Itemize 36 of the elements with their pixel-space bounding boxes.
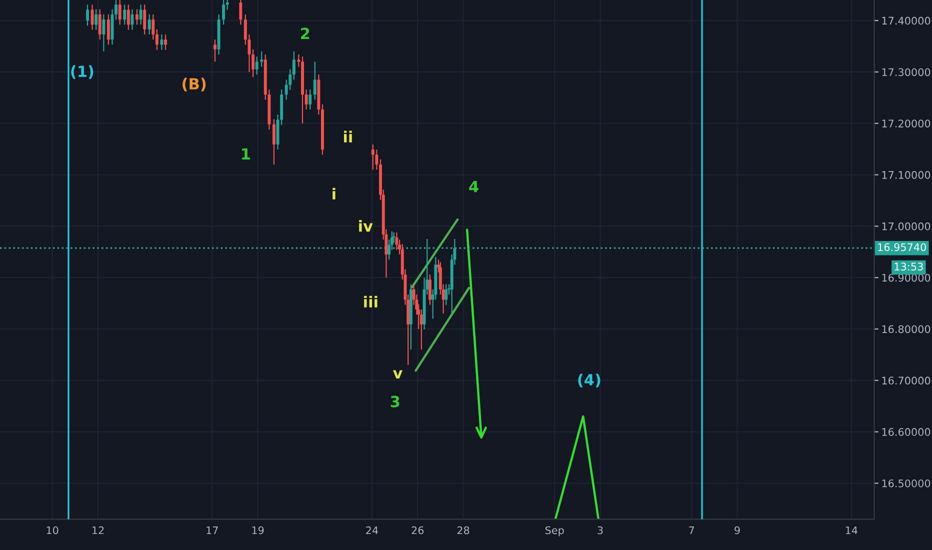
y-tick-label: 16.90000 [882,274,930,282]
annotation: (1) [71,65,94,79]
annotation: (B) [182,78,206,92]
x-tick-label: 12 [92,526,104,534]
x-tick-label: 28 [457,526,470,534]
x-tick-label: 19 [252,526,264,534]
ref-line-label: 16.95740 [878,243,926,252]
text: 13:53 [894,262,923,271]
annotation: 2 [300,28,310,39]
x-tick-label: 3 [598,526,603,534]
y-tick-label: 17.10000 [882,171,930,179]
annotation: 3 [390,396,400,408]
annotation: 4 [469,181,478,192]
y-tick-label: 17.30000 [882,68,930,76]
annotation: iv [359,220,373,232]
annotation: iii [364,296,378,308]
y-tick-label: 17.20000 [882,120,930,128]
x-tick-label: 14 [846,526,858,534]
x-tick-label: 10 [46,526,58,534]
y-tick-label: 17.00000 [882,222,930,230]
x-tick-label: 7 [689,526,694,534]
y-tick-label: 16.70000 [882,376,930,385]
annotation: ii [344,130,352,142]
annotation: i [332,188,336,200]
annotation: (4) [578,374,600,388]
x-tick-label: 26 [412,526,424,534]
x-tick-label: 17 [206,526,218,534]
y-tick-label: 16.80000 [882,325,930,334]
y-tick-label: 16.60000 [882,428,930,436]
y-tick-label: 16.50000 [882,479,930,488]
annotation: v [393,370,403,379]
annotation: 1 [242,148,250,160]
x-tick-label: 24 [366,526,378,534]
y-tick-label: 17.40000 [882,16,930,25]
x-tick-label: 9 [734,526,740,534]
x-tick-label: Sep [545,526,564,536]
